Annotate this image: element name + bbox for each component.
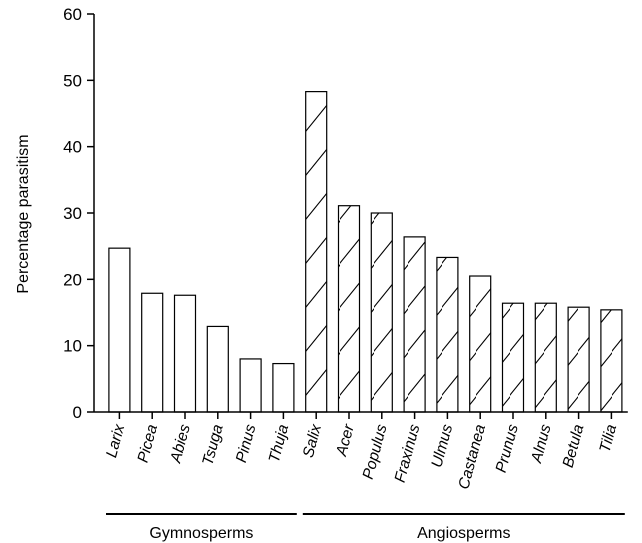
x-tick-label: Larix: [103, 421, 128, 459]
x-tick-label: Salix: [300, 421, 325, 459]
x-tick-label: Abies: [167, 422, 194, 465]
y-tick-label: 40: [63, 138, 82, 157]
bar-acer: [337, 205, 361, 413]
group-label: Gymnosperms: [149, 525, 253, 542]
bar-betula: [567, 306, 590, 413]
bar-pinus: [239, 358, 262, 413]
y-tick-label: 10: [63, 337, 82, 356]
y-axis: 0 10 20 30 40 50 60: [63, 5, 95, 422]
bar-fraxinus: [403, 236, 426, 413]
y-axis-title: Percentage parasitism: [15, 134, 32, 293]
x-tick-label: Alnus: [528, 422, 555, 465]
bar-thuja: [272, 362, 295, 413]
x-tick-label: Prunus: [493, 422, 522, 474]
x-tick-label: Tsuga: [199, 422, 226, 467]
x-tick-label: Betula: [560, 422, 588, 469]
x-tick-label: Picea: [135, 422, 162, 464]
group-brackets: Gymnosperms Angiosperms: [106, 513, 625, 542]
x-tick-label: Ulmus: [428, 422, 456, 469]
x-axis: Larix Picea Abies Tsuga Pinus Thuja Salix Acer P…: [94, 411, 628, 491]
x-tick-label: Castanea: [455, 422, 489, 491]
x-tick-label: Pinus: [233, 422, 260, 464]
bar-populus: [370, 212, 393, 413]
y-tick-label: 30: [63, 204, 82, 223]
y-tick-label: 50: [63, 71, 82, 90]
x-tick-label: Tilia: [597, 422, 621, 454]
x-tick-label: Populus: [360, 422, 391, 481]
x-tick-label: Fraxinus: [392, 422, 424, 484]
y-tick-label: 60: [63, 5, 82, 24]
y-tick-label: 20: [63, 270, 82, 289]
x-tick-label: Thuja: [266, 422, 293, 464]
bar-ulmus: [436, 256, 459, 413]
bar-alnus: [534, 302, 557, 413]
bar-picea: [141, 292, 164, 413]
bar-salix: [305, 91, 328, 413]
bar-tilia: [600, 309, 623, 413]
bar-abies: [173, 294, 197, 413]
bar-tsuga: [206, 325, 229, 413]
bar-prunus: [501, 302, 525, 413]
bar-castanea: [469, 275, 492, 413]
x-tick-label: Acer: [333, 422, 358, 459]
group-label: Angiosperms: [417, 525, 510, 542]
y-tick-label: 0: [73, 403, 82, 422]
bar-larix: [108, 247, 131, 413]
bars: [108, 91, 623, 413]
